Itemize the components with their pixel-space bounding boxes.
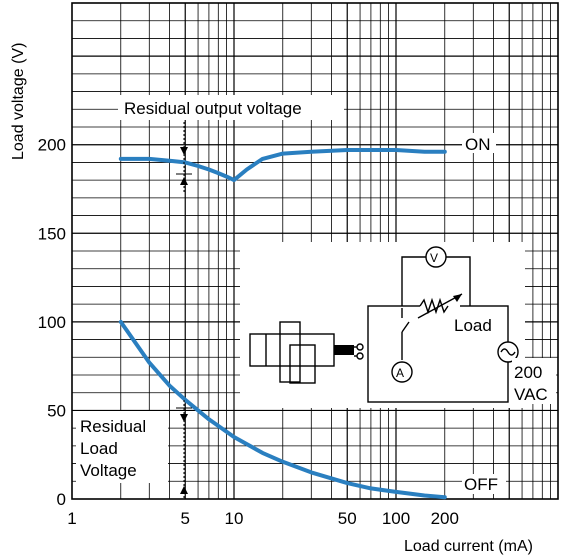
on-label-bg <box>462 133 496 153</box>
series-on-line <box>118 148 447 183</box>
x-tick-label: 10 <box>225 509 244 528</box>
ssr-connector <box>334 345 354 355</box>
x-tick-labels: 1 5 10 50 100 200 <box>67 509 459 528</box>
circuit-diagram: V A Load 200 VAC <box>240 242 556 408</box>
y-axis-title: Load voltage (V) <box>10 43 27 160</box>
x-tick-label: 100 <box>382 509 410 528</box>
residual-output-label: Residual output voltage <box>124 99 302 118</box>
supply-label-line1: 200 <box>514 363 542 382</box>
ammeter-icon <box>391 361 413 383</box>
x-tick-label: 5 <box>180 509 189 528</box>
y-tick-label: 200 <box>38 136 66 155</box>
svg-text:A: A <box>396 366 404 380</box>
curves <box>118 148 447 500</box>
off-label-bg <box>462 474 506 494</box>
residual-load-label-line2: Load <box>80 439 118 458</box>
y-tick-label: 100 <box>38 313 66 332</box>
residual-load-label-line3: Voltage <box>80 461 137 480</box>
y-tick-labels: 0 50 100 150 200 <box>38 136 66 509</box>
x-tick-label: 1 <box>67 509 76 528</box>
residual-load-bg <box>76 411 168 483</box>
svg-text:V: V <box>430 251 438 265</box>
x-axis-title: Load current (mA) <box>404 538 533 555</box>
series-label-off: OFF <box>464 475 498 494</box>
variable-resistor-icon <box>419 297 449 315</box>
y-tick-label: 150 <box>38 224 66 243</box>
x-tick-label: 200 <box>431 509 459 528</box>
plot-frame <box>71 2 559 500</box>
ssr-block-inner <box>289 344 316 384</box>
y-tick-label: 0 <box>57 490 66 509</box>
supply-label-line2: VAC <box>514 385 548 404</box>
x-tick-label: 50 <box>338 509 357 528</box>
series-label-on: ON <box>465 135 491 154</box>
residual-output-arrow <box>176 122 192 192</box>
series-off-line <box>118 319 447 500</box>
residual-output-bg <box>118 95 344 120</box>
y-tick-label: 50 <box>47 401 66 420</box>
voltmeter-icon <box>425 246 447 268</box>
residual-load-arrow <box>176 400 192 500</box>
switch-icon <box>401 321 410 333</box>
residual-load-label-line1: Residual <box>80 417 146 436</box>
ac-source-icon <box>497 341 519 363</box>
load-label: Load <box>454 316 492 335</box>
